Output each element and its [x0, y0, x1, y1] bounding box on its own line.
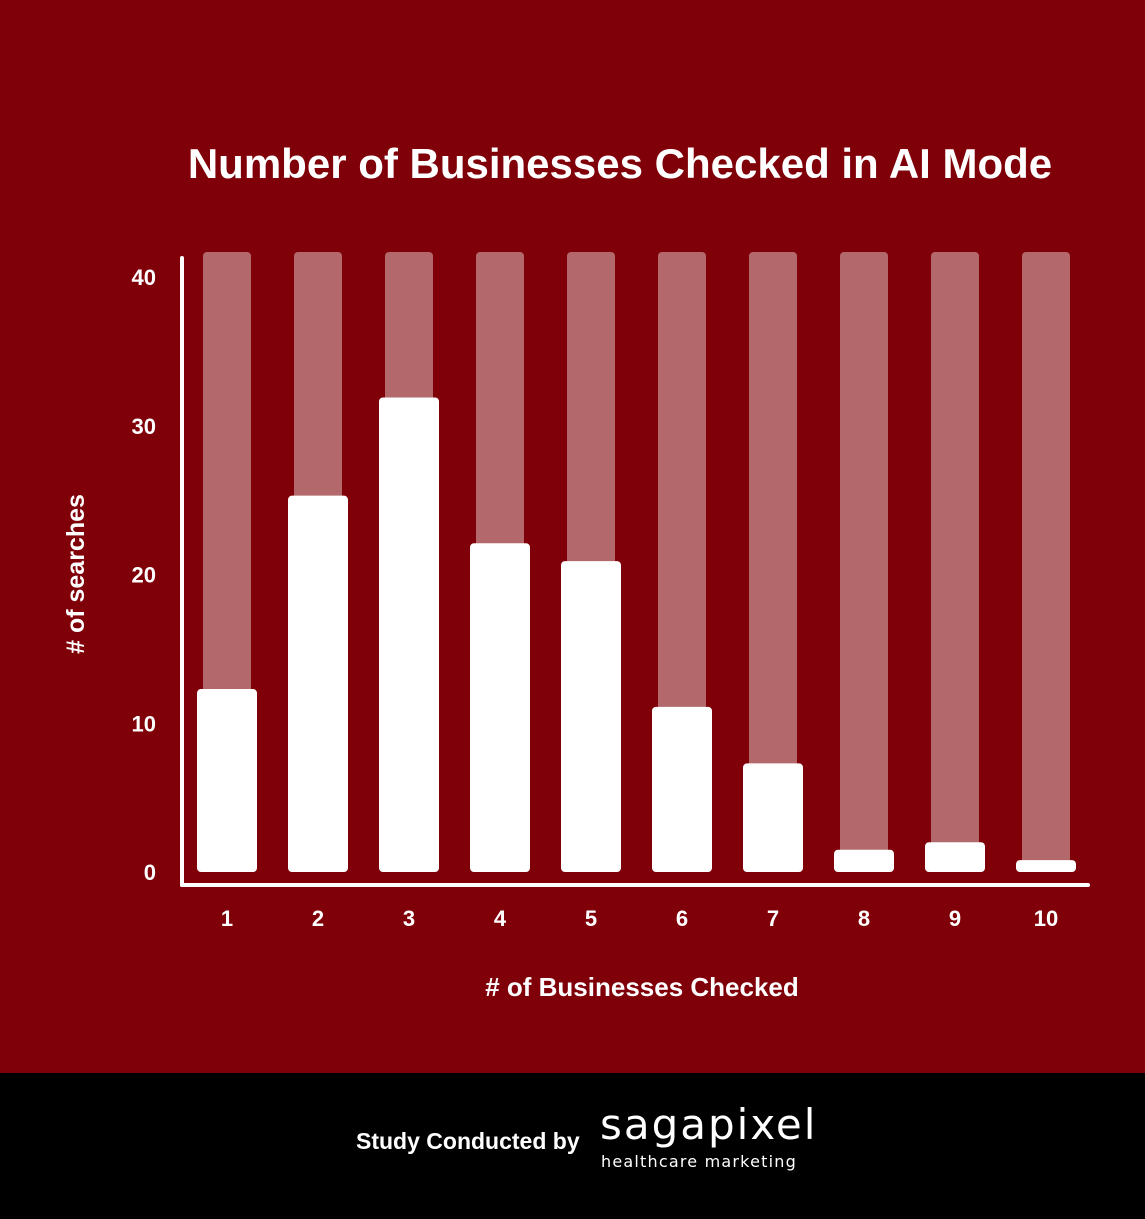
bar	[288, 495, 348, 872]
x-tick-label: 10	[1034, 906, 1058, 931]
bar	[379, 397, 439, 872]
bar	[470, 543, 530, 872]
y-tick-label: 20	[132, 563, 156, 588]
y-tick-label: 40	[132, 265, 156, 290]
footer-credit-label: Study Conducted by	[356, 1128, 580, 1154]
bar	[561, 561, 621, 872]
x-tick-label: 5	[585, 906, 597, 931]
y-tick-label: 30	[132, 414, 156, 439]
y-tick-label: 0	[144, 860, 156, 885]
bar	[652, 706, 712, 872]
x-tick-label: 6	[676, 906, 688, 931]
bar	[925, 842, 985, 872]
y-axis-label: # of searches	[62, 494, 90, 654]
brand-logo-name: sagapixel	[600, 1100, 818, 1149]
bar-chart: Number of Businesses Checked in AI Mode …	[62, 140, 1090, 1002]
brand-logo-tagline: healthcare marketing	[601, 1152, 797, 1171]
x-tick-label: 9	[949, 906, 961, 931]
x-tick-label: 8	[858, 906, 870, 931]
bar-track	[1022, 252, 1070, 872]
x-tick-label: 7	[767, 906, 779, 931]
footer	[0, 1073, 1145, 1219]
bars	[197, 397, 1076, 872]
chart-title: Number of Businesses Checked in AI Mode	[188, 140, 1052, 187]
x-tick-label: 1	[221, 906, 233, 931]
bar-track	[840, 252, 888, 872]
bar-track	[749, 252, 797, 872]
x-tick-label: 4	[494, 906, 507, 931]
x-tick-label: 3	[403, 906, 415, 931]
bar	[197, 689, 257, 872]
x-tick-labels: 1 2 3 4 5 6 7 8 9 10	[221, 906, 1058, 931]
bar	[1016, 860, 1076, 872]
bar	[834, 849, 894, 872]
chart-area: Number of Businesses Checked in AI Mode …	[62, 140, 1090, 1002]
x-axis-label: # of Businesses Checked	[485, 972, 799, 1002]
bar-track	[931, 252, 979, 872]
bar	[743, 763, 803, 872]
x-tick-label: 2	[312, 906, 324, 931]
y-tick-labels: 0 10 20 30 40	[132, 265, 156, 885]
y-tick-label: 10	[132, 711, 156, 736]
